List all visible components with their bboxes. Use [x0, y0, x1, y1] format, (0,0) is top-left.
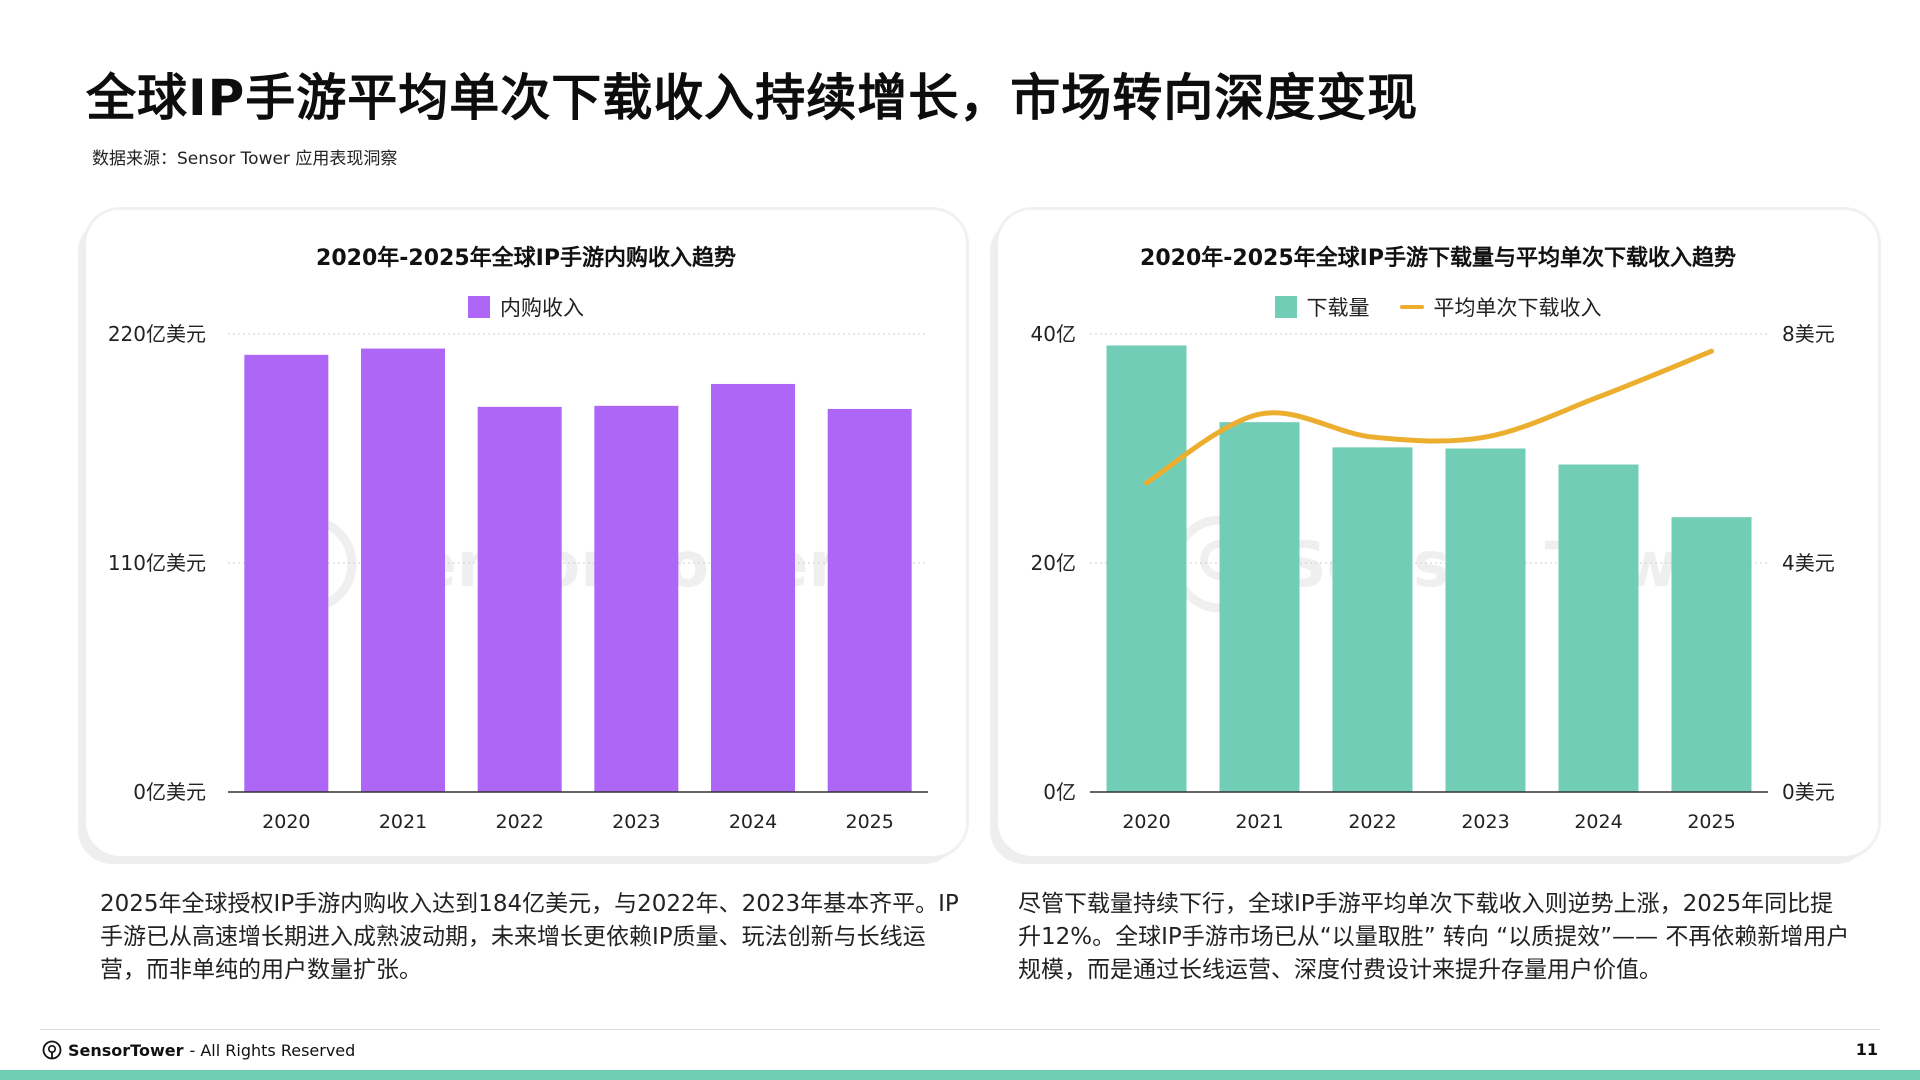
- legend-swatch-downloads: [1274, 296, 1297, 318]
- footer-brand: SensorTower - All Rights Reserved: [42, 1040, 355, 1060]
- downloads-chart-panel: Sensor Tower0亿20亿40亿0美元4美元8美元20202021202…: [998, 210, 1878, 856]
- y-left-tick-label: 20亿: [1031, 551, 1076, 575]
- revenue-chart-legend: 内购收入: [86, 292, 966, 322]
- legend-item-revenue: 内购收入: [468, 292, 584, 322]
- x-tick-label: 2022: [495, 811, 543, 833]
- footer-divider: [40, 1029, 1880, 1030]
- y-right-tick-label: 4美元: [1782, 551, 1835, 575]
- y-left-tick-label: 40亿: [1031, 322, 1076, 346]
- x-tick-label: 2023: [1461, 811, 1509, 833]
- legend-swatch-avg-revenue: [1399, 305, 1424, 309]
- revenue-chart-panel: Sensor Tower0亿美元110亿美元220亿美元202020212022…: [86, 210, 966, 856]
- bar-downloads: [1332, 447, 1413, 792]
- bar-downloads: [1558, 464, 1639, 792]
- x-tick-label: 2020: [262, 811, 310, 833]
- bar-revenue: [594, 405, 679, 792]
- revenue-chart: Sensor Tower0亿美元110亿美元220亿美元202020212022…: [108, 322, 928, 833]
- bar-downloads: [1219, 422, 1300, 792]
- y-tick-label: 110亿美元: [108, 551, 206, 575]
- caption-right: 尽管下载量持续下行，全球IP手游平均单次下载收入则逆势上涨，2025年同比提升1…: [1018, 891, 1850, 983]
- x-tick-label: 2021: [1235, 811, 1283, 833]
- page-title: 全球IP手游平均单次下载收入持续增长，市场转向深度变现: [86, 69, 1419, 127]
- y-right-tick-label: 0美元: [1782, 780, 1835, 804]
- bar-revenue: [711, 383, 795, 792]
- legend-item-downloads: 下载量: [1274, 292, 1370, 322]
- bar-revenue: [827, 408, 912, 792]
- accent-bar: [0, 1070, 1920, 1080]
- sensor-tower-logo-icon: [42, 1040, 62, 1060]
- y-left-tick-label: 0亿: [1043, 780, 1076, 804]
- bar-revenue: [244, 354, 329, 792]
- x-tick-label: 2023: [612, 811, 660, 833]
- bar-revenue: [361, 348, 445, 792]
- legend-label-avg-revenue: 平均单次下载收入: [1433, 296, 1602, 320]
- x-tick-label: 2021: [379, 811, 427, 833]
- downloads-chart-legend: 下载量 平均单次下载收入: [998, 292, 1878, 322]
- y-right-tick-label: 8美元: [1782, 322, 1835, 346]
- y-tick-label: 220亿美元: [108, 322, 206, 346]
- legend-swatch-revenue: [468, 296, 490, 318]
- x-tick-label: 2025: [1687, 811, 1735, 833]
- downloads-chart-title: 2020年-2025年全球IP手游下载量与平均单次下载收入趋势: [1140, 246, 1736, 271]
- bar-downloads: [1671, 517, 1752, 792]
- downloads-chart: Sensor Tower0亿20亿40亿0美元4美元8美元20202021202…: [1031, 322, 1835, 833]
- data-source: 数据来源：Sensor Tower 应用表现洞察: [92, 149, 398, 169]
- x-tick-label: 2025: [845, 811, 893, 833]
- caption-left: 2025年全球授权IP手游内购收入达到184亿美元，与2022年、2023年基本…: [100, 891, 959, 983]
- line-avg-revenue: [1144, 348, 1714, 486]
- page-number: 11: [1855, 1040, 1878, 1059]
- bar-downloads: [1106, 345, 1187, 792]
- x-tick-label: 2020: [1122, 811, 1170, 833]
- bar-revenue: [477, 406, 562, 792]
- y-tick-label: 0亿美元: [133, 780, 206, 804]
- legend-label-revenue: 内购收入: [500, 296, 584, 320]
- x-tick-label: 2024: [729, 811, 777, 833]
- revenue-chart-title: 2020年-2025年全球IP手游内购收入趋势: [316, 246, 736, 271]
- x-tick-label: 2024: [1574, 811, 1622, 833]
- legend-label-downloads: 下载量: [1306, 296, 1370, 320]
- footer-rights: - All Rights Reserved: [189, 1040, 356, 1060]
- x-tick-label: 2022: [1348, 811, 1396, 833]
- footer-brand-name: SensorTower: [68, 1040, 184, 1060]
- bar-downloads: [1445, 448, 1526, 792]
- legend-item-avg-revenue: 平均单次下载收入: [1399, 292, 1602, 322]
